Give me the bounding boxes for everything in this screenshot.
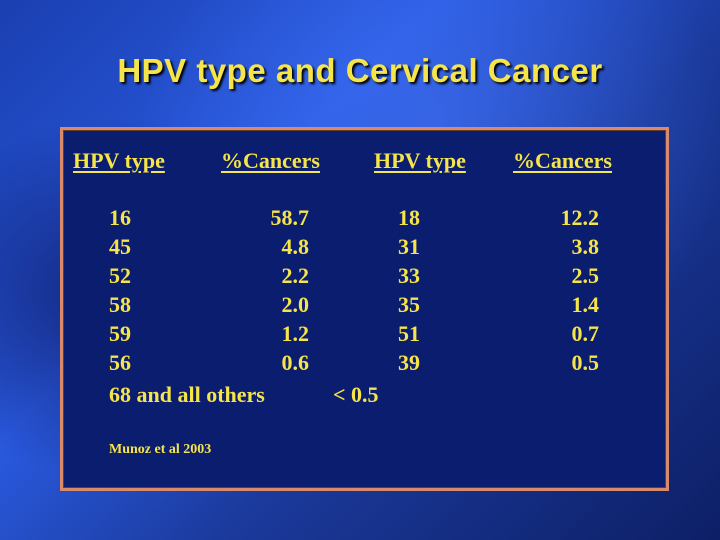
hpv-table: HPV type %Cancers HPV type %Cancers 16 5…	[60, 127, 669, 491]
header-cancers-2: %Cancers	[513, 148, 612, 173]
others-value: < 0.5	[333, 382, 379, 407]
cancer-percent-cell: 4.8	[281, 234, 310, 259]
cancer-percent-cell: 0.5	[571, 350, 600, 375]
hpv-type-cell: 59	[109, 321, 131, 346]
hpv-type-cell: 52	[109, 263, 131, 288]
hpv-type-cell: 58	[109, 292, 131, 317]
cancer-percent-cell: 2.0	[281, 292, 310, 317]
header-cancers-1: %Cancers	[221, 148, 320, 173]
slide-title: HPV type and Cervical Cancer	[117, 52, 603, 89]
hpv-type-cell: 39	[398, 350, 420, 375]
hpv-type-cell: 45	[109, 234, 131, 259]
cancer-percent-cell: 12.2	[560, 205, 600, 230]
header-hpv-type-1: HPV type	[73, 148, 165, 173]
cancer-percent-cell: 58.7	[270, 205, 310, 230]
hpv-type-cell: 18	[398, 205, 420, 230]
cancer-percent-cell: 3.8	[571, 234, 600, 259]
hpv-type-cell: 35	[398, 292, 420, 317]
cancer-percent-cell: 2.5	[571, 263, 600, 288]
others-label: 68 and all others	[109, 382, 265, 407]
cancer-percent-cell: 2.2	[281, 263, 310, 288]
cancer-percent-cell: 0.6	[281, 350, 310, 375]
hpv-type-cell: 33	[398, 263, 420, 288]
cancer-percent-cell: 0.7	[571, 321, 600, 346]
hpv-type-cell: 56	[109, 350, 131, 375]
source-citation: Munoz et al 2003	[109, 442, 212, 457]
cancer-percent-cell: 1.4	[571, 292, 600, 317]
hpv-type-cell: 51	[398, 321, 420, 346]
hpv-type-cell: 31	[398, 234, 420, 259]
hpv-type-cell: 16	[109, 205, 131, 230]
cancer-percent-cell: 1.2	[281, 321, 310, 346]
header-hpv-type-2: HPV type	[374, 148, 466, 173]
